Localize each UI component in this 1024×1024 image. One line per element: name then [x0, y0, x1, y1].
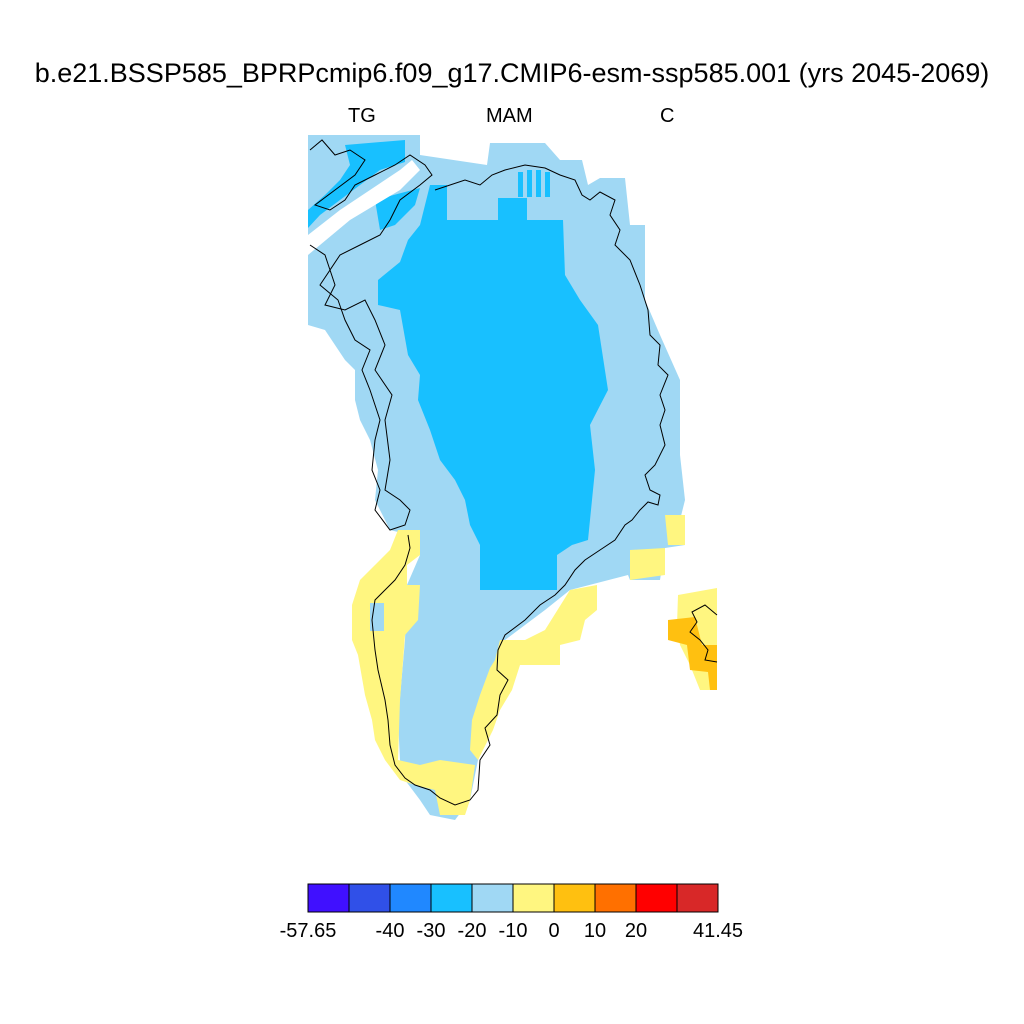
region-blue-northwest-2 [375, 188, 420, 230]
coastline-greenland-east [371, 164, 669, 806]
region-yellow-northeast [665, 515, 685, 545]
colorbar-tick-label: 41.45 [692, 920, 744, 942]
units-label: C [660, 105, 675, 127]
colorbar-tick-label: -30 [416, 920, 446, 942]
plot-title: b.e21.BSSP585_BPRPcmip6.f09_g17.CMIP6-es… [34, 58, 990, 88]
colorbar-tick-label: -20 [457, 920, 487, 942]
colorbar-tick-label: -57.65 [279, 920, 337, 942]
region-blue-interior [378, 185, 608, 590]
variable-label: TG [348, 105, 376, 127]
colorbar-tick-label: 0 [548, 920, 560, 942]
region-yellow-southwest [352, 530, 475, 815]
colorbar-tick-label: 10 [583, 920, 607, 942]
region-orange-iceland [668, 617, 717, 690]
coastline-greenland [309, 139, 433, 531]
season-label: MAM [486, 105, 533, 127]
north-stripes [518, 170, 550, 197]
region-yellow-east [630, 548, 665, 580]
colorbar-tick-label: -40 [375, 920, 405, 942]
region-yellow-southeast [470, 585, 597, 760]
ocean-gap-northwest [308, 160, 420, 255]
colorbar-tick-label: -10 [498, 920, 528, 942]
colorbar-tick-label: 20 [624, 920, 648, 942]
coastline-iceland [689, 604, 718, 663]
